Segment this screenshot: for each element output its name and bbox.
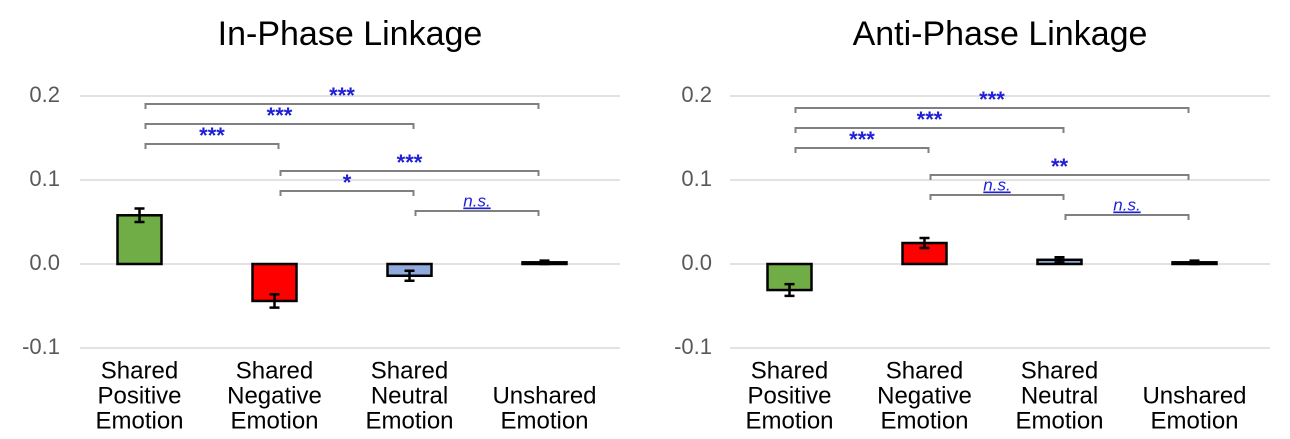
significance-bracket [794, 107, 1190, 113]
significance-bracket [279, 190, 415, 196]
significance-bracket [144, 143, 280, 149]
y-tick-label: 0.0 [29, 250, 60, 275]
x-tick-label: Emotion [745, 407, 833, 434]
x-tick-label: Negative [877, 382, 972, 409]
significance-bracket [144, 103, 540, 109]
x-tick-label: Shared [101, 357, 178, 384]
x-tick-label: Negative [227, 382, 322, 409]
significance-label: n.s. [1113, 195, 1140, 214]
y-tick-label: -0.1 [674, 334, 712, 359]
significance-label: *** [849, 127, 875, 152]
x-tick-label: Shared [236, 357, 313, 384]
x-tick-label: Emotion [500, 407, 588, 434]
x-tick-label: Emotion [880, 407, 968, 434]
significance-label: *** [329, 83, 355, 108]
significance-bracket [929, 174, 1190, 180]
x-tick-label: Shared [371, 357, 448, 384]
significance-label: ** [1051, 154, 1069, 179]
bar [116, 214, 163, 266]
x-tick-label: Emotion [365, 407, 453, 434]
x-tick-label: Unshared [1142, 382, 1246, 409]
x-tick-label: Shared [751, 357, 828, 384]
significance-label: * [343, 170, 352, 195]
y-tick-label: 0.0 [681, 250, 712, 275]
significance-bracket [929, 194, 1065, 200]
significance-label: *** [267, 103, 293, 128]
error-bar [269, 292, 280, 309]
significance-bracket [1064, 214, 1190, 220]
y-tick-label: -0.1 [22, 334, 60, 359]
x-tick-label: Emotion [1015, 407, 1103, 434]
significance-label: n.s. [983, 175, 1010, 194]
x-tick-label: Positive [97, 382, 181, 409]
significance-label: *** [917, 107, 943, 132]
x-tick-label: Unshared [492, 382, 596, 409]
significance-label: *** [199, 123, 225, 148]
y-tick-label: 0.2 [29, 82, 60, 107]
x-tick-label: Shared [886, 357, 963, 384]
error-bar [784, 282, 795, 298]
error-bar [539, 259, 550, 266]
x-tick-label: Emotion [1150, 407, 1238, 434]
x-tick-label: Neutral [1021, 382, 1098, 409]
x-tick-label: Neutral [371, 382, 448, 409]
x-tick-label: Emotion [230, 407, 318, 434]
significance-label: *** [397, 150, 423, 175]
significance-bracket [794, 147, 930, 153]
x-tick-label: Emotion [95, 407, 183, 434]
y-tick-label: 0.1 [29, 166, 60, 191]
y-tick-label: 0.1 [681, 166, 712, 191]
significance-label: n.s. [463, 191, 490, 210]
significance-bracket [144, 123, 415, 129]
chart-title: In-Phase Linkage [218, 15, 483, 53]
significance-label: *** [979, 87, 1005, 112]
x-tick-label: Positive [747, 382, 831, 409]
significance-bracket [794, 127, 1065, 133]
significance-bracket [414, 210, 540, 216]
y-tick-label: 0.2 [681, 82, 712, 107]
error-bar [134, 207, 145, 224]
error-bar [1189, 259, 1200, 266]
x-tick-label: Shared [1021, 357, 1098, 384]
chart-title: Anti-Phase Linkage [853, 15, 1148, 53]
error-bar [1054, 256, 1065, 264]
significance-bracket [279, 170, 540, 176]
error-bar [404, 269, 415, 283]
error-bar [919, 236, 930, 250]
